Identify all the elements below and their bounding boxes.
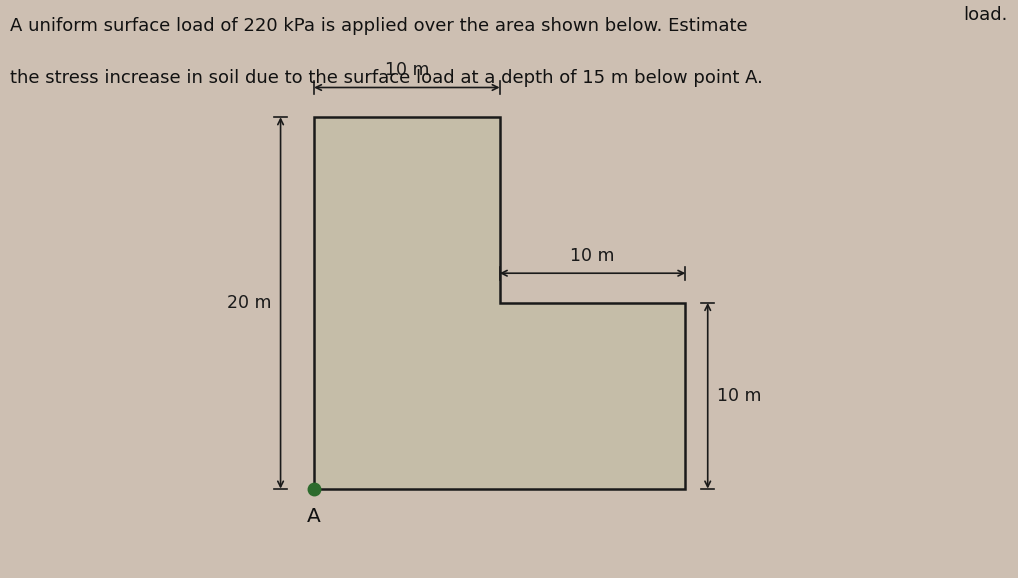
Polygon shape [314,117,685,488]
Text: 10 m: 10 m [717,387,761,405]
Text: 10 m: 10 m [385,61,430,79]
Text: 20 m: 20 m [227,294,271,312]
Text: 10 m: 10 m [570,247,615,265]
Text: A: A [307,507,321,526]
Text: the stress increase in soil due to the surface load at a depth of 15 m below poi: the stress increase in soil due to the s… [10,69,763,87]
Text: load.: load. [963,6,1008,24]
Text: A uniform surface load of 220 kPa is applied over the area shown below. Estimate: A uniform surface load of 220 kPa is app… [10,17,748,35]
